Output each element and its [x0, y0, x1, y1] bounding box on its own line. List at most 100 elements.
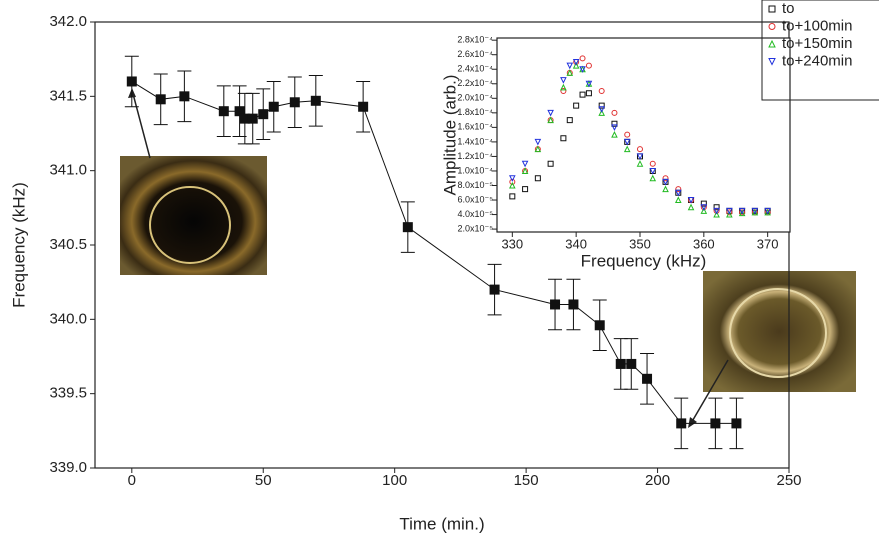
- data-point: [649, 174, 657, 182]
- photo-ring: [149, 186, 231, 264]
- data-point: [738, 209, 746, 217]
- y-tick-label: 339.0: [49, 459, 87, 476]
- arrow-head: [688, 417, 697, 428]
- data-point: [585, 62, 592, 69]
- photo-ring: [729, 288, 827, 378]
- data-point: [649, 160, 656, 167]
- data-point: [594, 320, 605, 331]
- data-point: [738, 207, 746, 215]
- data-point: [560, 77, 567, 84]
- y-tick-label: 1.2x10⁻⁴: [457, 151, 493, 161]
- data-point: [713, 210, 720, 218]
- photo: [703, 271, 856, 392]
- legend-marker: [768, 58, 776, 66]
- data-point: [522, 186, 529, 193]
- data-point: [623, 145, 631, 153]
- data-point: [547, 109, 554, 117]
- x-tick-label: 250: [776, 472, 801, 489]
- plot-frame: [496, 37, 791, 233]
- data-point: [509, 181, 516, 189]
- data-point: [710, 418, 721, 429]
- data-point: [623, 138, 631, 146]
- x-tick-label: 150: [514, 472, 539, 489]
- x-tick-label: 370: [757, 236, 779, 251]
- data-point: [624, 131, 631, 138]
- photo: [120, 156, 267, 275]
- data-point: [662, 178, 669, 186]
- data-point: [579, 66, 586, 73]
- legend-label: to: [782, 0, 795, 17]
- legend-marker: [768, 23, 776, 30]
- data-point: [579, 55, 586, 62]
- y-tick-label: 341.0: [49, 162, 87, 179]
- data-point: [566, 117, 573, 124]
- data-point: [560, 83, 567, 91]
- data-point: [676, 418, 687, 429]
- y-tick-label: 2.8x10⁻⁴: [457, 35, 493, 45]
- data-point: [534, 145, 542, 153]
- data-point: [547, 160, 554, 167]
- data-point: [573, 102, 580, 109]
- legend-label: to+240min: [782, 52, 852, 69]
- data-point: [534, 175, 541, 182]
- data-point: [489, 284, 500, 295]
- data-point: [700, 207, 708, 214]
- data-point: [751, 208, 759, 216]
- data-point: [179, 91, 190, 102]
- data-point: [585, 80, 593, 88]
- data-point: [268, 101, 279, 112]
- data-point: [687, 203, 695, 211]
- data-point: [402, 222, 413, 233]
- data-point: [126, 76, 137, 87]
- x-tick-label: 200: [645, 472, 670, 489]
- data-point: [509, 193, 516, 200]
- data-point: [585, 90, 592, 97]
- data-point: [289, 97, 300, 108]
- data-point: [611, 124, 618, 131]
- y-tick-label: 8.0x10⁻⁵: [457, 180, 493, 190]
- y-tick-label: 1.0x10⁻⁴: [457, 165, 493, 175]
- data-point: [234, 106, 245, 117]
- y-tick-label: 2.4x10⁻⁴: [457, 64, 493, 74]
- data-point: [310, 95, 321, 106]
- data-point: [700, 204, 708, 211]
- data-point: [598, 109, 605, 116]
- x-tick-label: 100: [382, 472, 407, 489]
- inset-background: [497, 38, 790, 232]
- data-point: [636, 146, 643, 153]
- data-point: [726, 207, 733, 215]
- y-tick-label: 2.2x10⁻⁴: [457, 78, 493, 88]
- data-point: [649, 167, 657, 175]
- data-point: [731, 418, 742, 429]
- data-point: [521, 160, 529, 168]
- x-axis-label: Time (min.): [399, 514, 484, 533]
- legend-marker: [768, 5, 776, 13]
- legend-marker: [768, 39, 776, 48]
- data-point: [568, 299, 579, 310]
- data-point: [550, 299, 561, 310]
- y-tick-label: 2.6x10⁻⁴: [457, 49, 493, 59]
- data-point: [611, 109, 618, 116]
- data-point: [662, 175, 669, 182]
- x-tick-label: 0: [128, 472, 136, 489]
- y-tick-label: 1.4x10⁻⁴: [457, 136, 493, 146]
- data-point: [509, 175, 516, 182]
- data-point: [218, 106, 229, 117]
- y-tick-label: 4.0x10⁻⁵: [457, 209, 493, 219]
- data-point: [751, 207, 759, 215]
- y-tick-label: 2.0x10⁻⁵: [457, 223, 493, 233]
- y-tick-label: 340.0: [49, 310, 87, 327]
- data-point: [258, 109, 269, 120]
- data-point: [687, 197, 695, 204]
- data-point: [726, 209, 733, 216]
- data-point: [547, 116, 554, 124]
- data-point: [764, 207, 771, 215]
- data-point: [358, 101, 369, 112]
- x-tick-label: 50: [255, 472, 272, 489]
- arrow: [131, 89, 151, 159]
- x-tick-label: 360: [693, 236, 715, 251]
- x-axis-label: Frequency (kHz): [581, 251, 707, 270]
- data-point: [764, 208, 771, 216]
- x-tick-label: 350: [629, 236, 651, 251]
- data-point: [615, 358, 626, 369]
